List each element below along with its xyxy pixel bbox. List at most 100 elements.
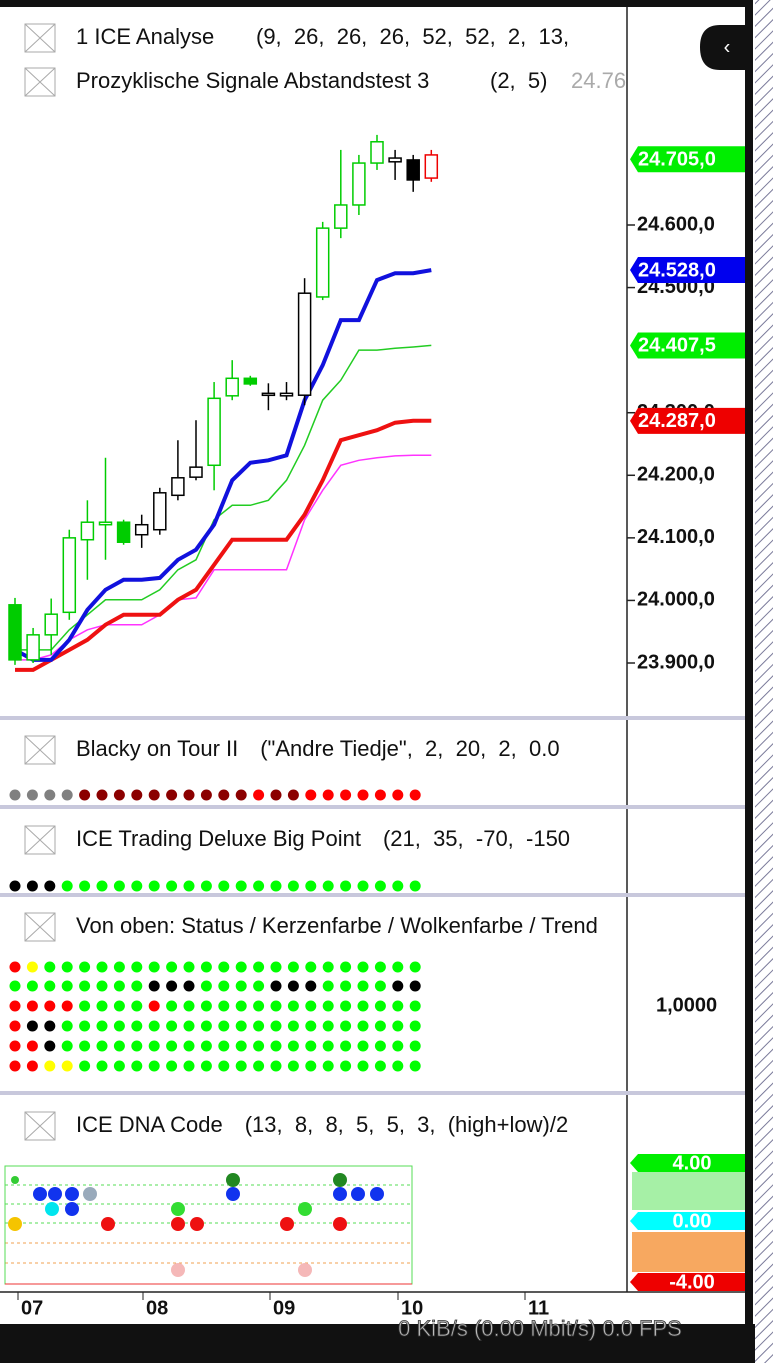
signal-dot bbox=[235, 1000, 247, 1012]
signal-dot bbox=[374, 1020, 386, 1032]
signal-dot bbox=[96, 1040, 108, 1052]
signal-dot bbox=[113, 961, 125, 973]
signal-dot bbox=[183, 1020, 195, 1032]
signal-dot bbox=[409, 1000, 421, 1012]
dna-dot bbox=[280, 1217, 294, 1231]
dna-dot bbox=[48, 1187, 62, 1201]
signal-dot bbox=[253, 1000, 265, 1012]
signal-dot bbox=[26, 1040, 38, 1052]
signal-dot bbox=[270, 1020, 282, 1032]
checkbox-cross bbox=[24, 23, 56, 53]
dna-dot bbox=[226, 1173, 240, 1187]
signal-dot bbox=[131, 1000, 143, 1012]
indicator-params: (2, 5) bbox=[490, 68, 547, 93]
signal-dot bbox=[392, 1060, 404, 1072]
signal-dot bbox=[113, 1040, 125, 1052]
signal-dot bbox=[287, 1060, 299, 1072]
indicator-params: (9, 26, 26, 26, 52, 52, 2, 13, bbox=[256, 24, 569, 49]
signal-dot bbox=[409, 880, 421, 892]
signal-dot bbox=[113, 1060, 125, 1072]
signal-dot bbox=[322, 1060, 334, 1072]
candle-body bbox=[243, 377, 258, 385]
x-tick-label: 11 bbox=[528, 1297, 549, 1319]
indicator-line bbox=[15, 418, 432, 672]
signal-dot bbox=[9, 961, 21, 973]
y-tick-label: 23.900,0 bbox=[637, 651, 715, 673]
x-tick-label: 07 bbox=[21, 1297, 43, 1319]
signal-dot bbox=[409, 980, 421, 992]
candle-body bbox=[370, 141, 384, 164]
signal-dot bbox=[392, 880, 404, 892]
signal-dot bbox=[26, 961, 38, 973]
collapse-button[interactable] bbox=[700, 25, 745, 70]
signal-dot bbox=[9, 1040, 21, 1052]
signal-dot bbox=[322, 961, 334, 973]
signal-dot bbox=[409, 1040, 421, 1052]
signal-dot bbox=[79, 1060, 91, 1072]
signal-dot bbox=[374, 961, 386, 973]
panel-axis: 1,0000 4.00 0.00 -4.00 bbox=[630, 994, 745, 1293]
candle-body bbox=[225, 377, 239, 397]
signal-dot bbox=[270, 789, 282, 801]
signal-dot bbox=[183, 1000, 195, 1012]
signal-dot bbox=[61, 1060, 73, 1072]
signal-dot bbox=[113, 789, 125, 801]
signal-dot bbox=[357, 980, 369, 992]
signal-dot bbox=[96, 880, 108, 892]
signal-dot bbox=[113, 980, 125, 992]
signal-dot bbox=[270, 880, 282, 892]
signal-dot bbox=[322, 789, 334, 801]
signal-dot bbox=[9, 880, 21, 892]
signal-dot bbox=[235, 880, 247, 892]
signal-dot bbox=[96, 980, 108, 992]
signal-dot bbox=[409, 961, 421, 973]
signal-dot bbox=[374, 1000, 386, 1012]
status-overlay: 0 KiB/s (0.00 Mbit/s) 0.0 FPS bbox=[398, 1316, 682, 1341]
signal-dot bbox=[305, 1000, 317, 1012]
signal-dot bbox=[131, 1020, 143, 1032]
signal-dot bbox=[44, 880, 56, 892]
signal-dot bbox=[44, 961, 56, 973]
dna-dot bbox=[226, 1187, 240, 1201]
dna-scale-band bbox=[632, 1232, 745, 1272]
signal-dot bbox=[235, 1060, 247, 1072]
indicator-title: 1 ICE Analyse bbox=[76, 24, 214, 49]
dna-dot bbox=[333, 1217, 347, 1231]
dna-dot bbox=[190, 1217, 204, 1231]
signal-dot bbox=[357, 880, 369, 892]
signal-dot bbox=[79, 1020, 91, 1032]
candle-body bbox=[261, 392, 276, 397]
y-tick-label: 24.000,0 bbox=[637, 589, 715, 611]
x-tick-label: 09 bbox=[273, 1297, 295, 1319]
signal-dot bbox=[374, 880, 386, 892]
signal-dot bbox=[392, 980, 404, 992]
signal-dot bbox=[166, 880, 178, 892]
candle-body bbox=[116, 521, 131, 543]
dna-dot bbox=[45, 1202, 59, 1216]
signal-dot bbox=[200, 1060, 212, 1072]
candle-body bbox=[26, 634, 40, 661]
bottom-frame bbox=[0, 1324, 755, 1363]
signal-dot bbox=[357, 789, 369, 801]
signal-dot bbox=[44, 1000, 56, 1012]
collapse-icon[interactable]: ‹ bbox=[724, 36, 731, 58]
signal-dot bbox=[235, 789, 247, 801]
signal-dot bbox=[322, 880, 334, 892]
indicator-line bbox=[14, 268, 432, 662]
candle-body bbox=[8, 604, 22, 661]
candle-body bbox=[334, 204, 348, 229]
signal-dot bbox=[374, 1060, 386, 1072]
signal-dot bbox=[166, 961, 178, 973]
signal-dot bbox=[340, 1020, 352, 1032]
signal-dot bbox=[9, 1020, 21, 1032]
signal-dot bbox=[340, 789, 352, 801]
signal-dot bbox=[131, 961, 143, 973]
signal-dot bbox=[183, 1060, 195, 1072]
indicator-params: ("Andre Tiedje", 2, 20, 2, 0.0 bbox=[260, 736, 559, 761]
checkbox-cross bbox=[24, 735, 56, 765]
y-tick-label: 24.100,0 bbox=[637, 526, 715, 548]
signal-dot bbox=[183, 880, 195, 892]
indicator-value: 24.76 bbox=[571, 68, 626, 93]
candle-body bbox=[315, 227, 330, 298]
signal-dot bbox=[200, 880, 212, 892]
